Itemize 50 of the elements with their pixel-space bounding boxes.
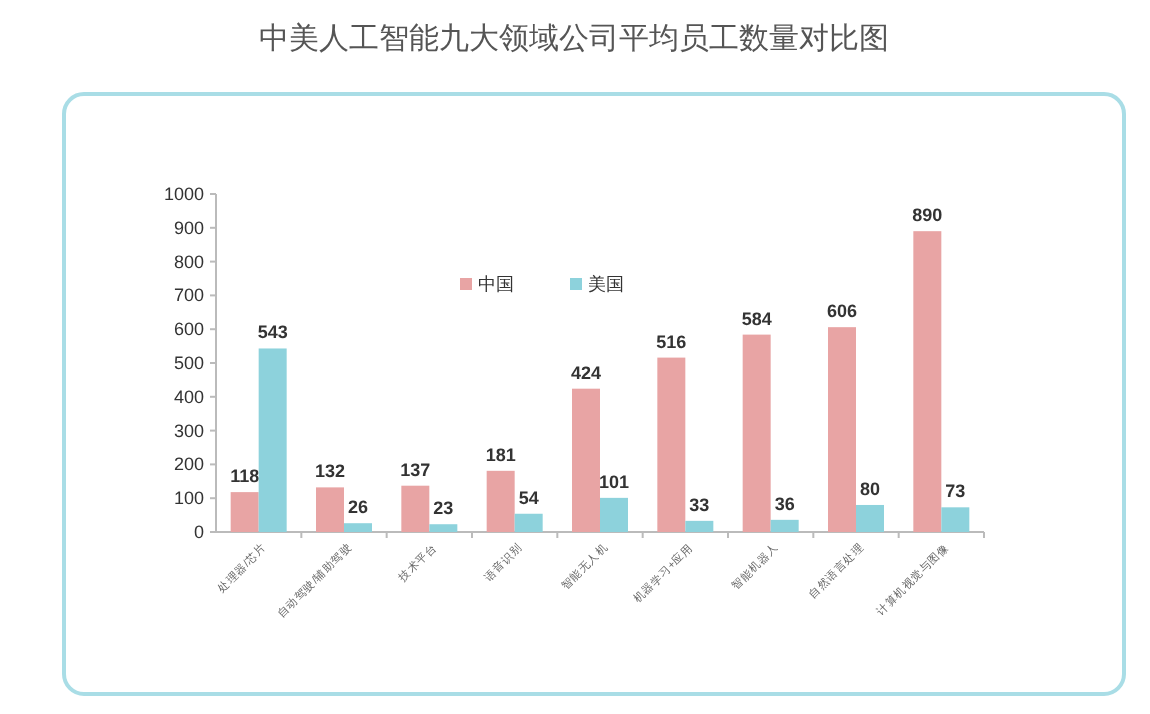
- bar: [429, 524, 458, 532]
- bar: [486, 470, 515, 532]
- bar: [258, 348, 287, 532]
- data-label: 424: [570, 362, 602, 383]
- bar: [941, 507, 970, 532]
- legend-label: 美国: [588, 274, 624, 294]
- bar: [600, 497, 628, 532]
- bar: [657, 357, 686, 532]
- data-label: 101: [598, 471, 630, 492]
- bar: [856, 504, 884, 532]
- data-label: 890: [912, 205, 943, 226]
- y-tick-label: 900: [173, 217, 204, 238]
- y-tick-label: 400: [173, 386, 204, 407]
- data-label: 137: [400, 459, 431, 480]
- bar: [514, 513, 543, 532]
- legend-label: 中国: [478, 274, 514, 294]
- bar: [828, 327, 856, 532]
- y-tick-label: 300: [173, 420, 204, 441]
- data-label: 54: [518, 487, 539, 508]
- bar: [401, 485, 430, 532]
- bar: [572, 388, 600, 532]
- data-label: 73: [945, 481, 966, 502]
- bar: [344, 523, 372, 532]
- y-tick-label: 100: [173, 488, 204, 509]
- data-label: 118: [230, 466, 260, 487]
- bar: [742, 334, 771, 532]
- data-label: 33: [689, 494, 710, 515]
- bar: [770, 519, 799, 532]
- y-tick-label: 500: [173, 353, 204, 373]
- y-tick-label: 0: [193, 522, 204, 542]
- bar: [685, 520, 714, 532]
- y-tick-label: 700: [173, 285, 204, 306]
- y-tick-label: 1000: [163, 184, 204, 204]
- y-tick-label: 200: [173, 454, 204, 475]
- data-label: 584: [741, 308, 772, 329]
- data-label: 26: [347, 497, 369, 518]
- data-label: 606: [826, 301, 858, 322]
- bar: [316, 487, 344, 532]
- data-label: 516: [656, 331, 687, 352]
- y-tick-label: 800: [173, 251, 204, 272]
- data-label: 23: [433, 498, 454, 519]
- y-tick-label: 600: [173, 319, 204, 340]
- data-label: 36: [774, 493, 795, 514]
- bar: [230, 492, 259, 532]
- chart-title: 中美人工智能九大领域公司平均员工数量对比图: [259, 22, 889, 56]
- data-label: 181: [485, 444, 516, 465]
- bar: [913, 231, 942, 532]
- data-label: 80: [859, 478, 881, 499]
- data-label: 543: [257, 322, 288, 343]
- data-label: 132: [314, 461, 346, 482]
